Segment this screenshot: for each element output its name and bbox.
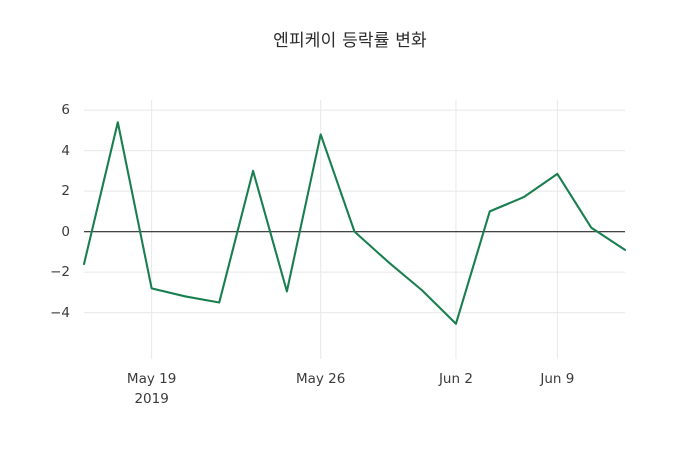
plot-area (82, 100, 627, 359)
series-line-엔피케이 (82, 121, 627, 325)
y-tick-label: −2 (50, 264, 70, 281)
line-chart-svg (82, 100, 627, 359)
y-tick-label: −4 (50, 304, 70, 321)
vertical-gridlines (151, 100, 558, 359)
y-tick-label: 0 (61, 223, 70, 240)
y-tick-label: 2 (61, 183, 70, 200)
x-tick-group: Jun 9 (477, 369, 637, 389)
x-tick-group: May 26 (241, 369, 401, 389)
x-tick-group: May 19 2019 (72, 369, 232, 409)
x-tick-label: May 26 (295, 371, 346, 387)
x-tick-label: Jun 2 (438, 371, 473, 387)
y-tick-label: 4 (61, 142, 70, 159)
x-tick-label: Jun 9 (540, 371, 575, 387)
y-tick-label: 6 (61, 102, 70, 119)
chart-title: 엔피케이 등락률 변화 (273, 31, 427, 51)
x-tick-year-label: 2019 (134, 391, 169, 407)
horizontal-gridlines (84, 109, 625, 314)
x-tick-group: Jun 2 (376, 369, 536, 389)
x-tick-label: May 19 (126, 371, 177, 387)
